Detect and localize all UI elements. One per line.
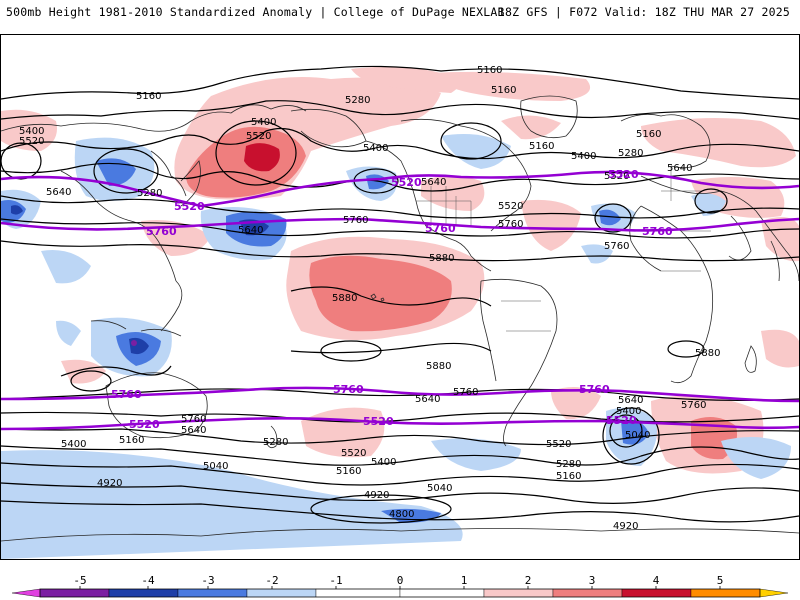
contour-label: 5280 <box>618 148 643 159</box>
model-valid-time: 18Z GFS | F072 Valid: 18Z THU MAR 27 202… <box>497 5 790 19</box>
contour-label: 5760 <box>343 215 368 226</box>
highlight-label: 5520 <box>363 415 394 428</box>
highlight-label: 5760 <box>111 388 142 401</box>
contour-label: 5280 <box>137 188 162 199</box>
contour-label: 5400 <box>61 439 86 450</box>
contour-label: 5520 <box>19 136 44 147</box>
contour-label: 4920 <box>613 521 638 532</box>
contour-label: 5280 <box>345 95 370 106</box>
colorbar-swatch <box>552 588 623 598</box>
contour-label: 4920 <box>364 490 389 501</box>
colorbar-swatch <box>177 588 248 598</box>
colorbar-tick-label: -1 <box>329 574 342 587</box>
highlight-label: 5520 <box>174 200 205 213</box>
contour-label: 5880 <box>332 293 357 304</box>
colorbar-tick-label: -5 <box>73 574 86 587</box>
contour-label: 5760 <box>453 387 478 398</box>
political-borders <box>416 166 711 332</box>
colorbar-tick-label: 2 <box>525 574 532 587</box>
contour-label: 5040 <box>427 483 452 494</box>
colorbar-swatch <box>246 588 317 598</box>
contour-labels: 5160 5160 5280 5160 5400 5520 5400 5520 … <box>19 65 720 532</box>
colorbar-tick-label: 1 <box>461 574 468 587</box>
colorbar-tick-label: -4 <box>141 574 155 587</box>
contour-label: 4920 <box>97 478 122 489</box>
colorbar-tick-label: 3 <box>589 574 596 587</box>
contour-label: 5400 <box>251 117 276 128</box>
contour-label: 5760 <box>604 241 629 252</box>
contour-label: 4800 <box>389 509 414 520</box>
contour-label: 5520 <box>604 171 629 182</box>
anomaly-positive-3 <box>244 143 280 172</box>
highlight-label: 5760 <box>579 383 610 396</box>
highlight-label: 5520 <box>391 176 422 189</box>
contour-label: 5040 <box>203 461 228 472</box>
contour-label: 5400 <box>616 406 641 417</box>
colorbar-max-arrow <box>759 588 789 598</box>
highlight-contours <box>1 170 799 431</box>
colorbar-tick-label: 5 <box>717 574 724 587</box>
contour-label: 5400 <box>571 151 596 162</box>
contour-label: 5040 <box>625 430 650 441</box>
contour-label: 5160 <box>529 141 554 152</box>
contour-label: 5160 <box>556 471 581 482</box>
colorbar-swatch <box>399 588 485 598</box>
colorbar-swatch <box>621 588 692 598</box>
map-title: 500mb Height 1981-2010 Standardized Anom… <box>6 5 505 19</box>
contour-label: 5160 <box>636 129 661 140</box>
contour-label: 5640 <box>46 187 71 198</box>
contour-label: 5880 <box>426 361 451 372</box>
contour-label: 5880 <box>429 253 454 264</box>
contour-label: 5400 <box>371 457 396 468</box>
contour-label: 5160 <box>136 91 161 102</box>
contour-label: 5640 <box>181 425 206 436</box>
contour-label: 5520 <box>246 131 271 142</box>
colorbar-swatch <box>39 588 110 598</box>
highlight-label: 5520 <box>606 414 637 427</box>
coastlines <box>1 95 799 542</box>
highlight-label: 5760 <box>333 383 364 396</box>
colorbar-swatch <box>690 588 761 598</box>
colorbar-swatch <box>315 588 401 598</box>
highlight-label: 5760 <box>146 225 177 238</box>
anomaly-negative-4 <box>131 340 137 346</box>
contour-label: 5160 <box>491 85 516 96</box>
height-contours <box>1 65 799 524</box>
colorbar-swatch <box>108 588 179 598</box>
colorbar-tick-label: 4 <box>653 574 660 587</box>
contour-label: 5520 <box>498 201 523 212</box>
colorbar-tick-label: -3 <box>201 574 214 587</box>
contour-label: 5160 <box>119 435 144 446</box>
highlight-label: 5520 <box>608 168 639 181</box>
contour-label: 5640 <box>415 394 440 405</box>
highlight-label: 5520 <box>129 418 160 431</box>
contour-label: 5160 <box>336 466 361 477</box>
colorbar-tick-label: -2 <box>265 574 278 587</box>
contour-label: 5640 <box>667 163 692 174</box>
map-panel: 5160 5160 5280 5160 5400 5520 5400 5520 … <box>0 34 800 560</box>
colorbar-swatch <box>483 588 554 598</box>
contour-label: 5280 <box>263 437 288 448</box>
contour-label: 5880 <box>695 348 720 359</box>
contour-label: 5760 <box>181 414 206 425</box>
colorbar-tick-label: 0 <box>397 574 404 587</box>
colorbar-min-arrow <box>11 588 41 598</box>
contour-label: 5640 <box>238 225 263 236</box>
contour-label: 5760 <box>498 219 523 230</box>
contour-label: 5760 <box>681 400 706 411</box>
color-scale-bar: -5 -4 -3 -2 -1 0 1 2 3 4 5 <box>11 574 789 598</box>
contour-label: 5640 <box>618 395 643 406</box>
highlight-label: 5760 <box>425 222 456 235</box>
contour-label: 5520 <box>341 448 366 459</box>
highlight-label: 5760 <box>642 225 673 238</box>
contour-label: 5640 <box>421 177 446 188</box>
contour-label: 5160 <box>477 65 502 76</box>
contour-label: 5520 <box>546 439 571 450</box>
contour-label: 5280 <box>556 459 581 470</box>
contour-label: 5400 <box>363 143 388 154</box>
contour-label: 5400 <box>19 126 44 137</box>
